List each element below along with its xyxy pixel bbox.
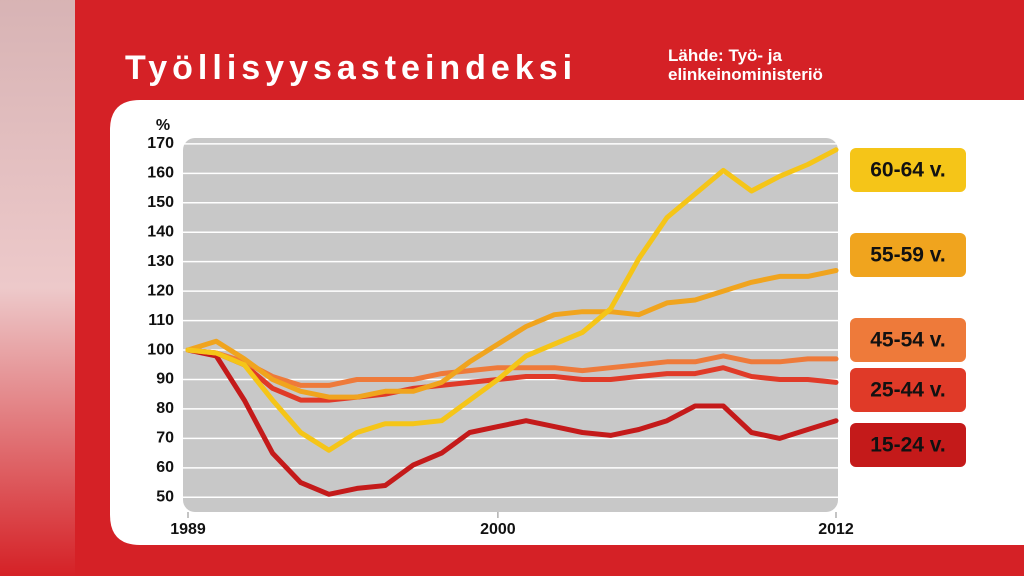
series-line: [185, 347, 839, 403]
y-tick-label: 150: [147, 194, 174, 211]
y-tick-label: 60: [156, 459, 174, 476]
legend-swatch: [850, 368, 966, 412]
chart-title: Työllisyysasteindeksi: [125, 49, 577, 87]
y-axis-label: %: [156, 117, 170, 134]
y-tick-label: 110: [148, 312, 174, 329]
y-tick-label: 50: [156, 488, 174, 505]
plot-area: [183, 138, 838, 512]
x-tick-label: 1989: [170, 521, 206, 538]
legend-label: 60-64 v.: [870, 159, 946, 182]
legend-swatch: [850, 148, 966, 192]
x-tick-label: 2012: [818, 521, 854, 538]
source-box: Lähde: Työ- ja elinkeinoministeriö: [668, 46, 823, 84]
series-line: [185, 147, 839, 453]
side-decoration: [0, 0, 75, 576]
y-tick-label: 80: [156, 400, 174, 417]
y-tick-label: 140: [147, 223, 174, 240]
legend-swatch: [850, 318, 966, 362]
header-band: [75, 0, 1024, 100]
y-tick-label: 160: [147, 165, 174, 182]
y-tick-label: 130: [147, 253, 174, 270]
y-tick-label: 120: [147, 282, 174, 299]
y-tick-label: 170: [147, 135, 174, 152]
x-tick-label: 2000: [480, 521, 516, 538]
y-tick-label: 100: [147, 341, 174, 358]
legend-label: 55-59 v.: [870, 244, 946, 267]
legend-label: 15-24 v.: [870, 434, 946, 457]
legend-swatch: [850, 233, 966, 277]
series-line: [185, 268, 839, 400]
legend-swatch: [850, 423, 966, 467]
series-line: [185, 347, 839, 497]
y-tick-label: 70: [156, 430, 174, 447]
source: Lähde: Työ- ja elinkeinoministeriö: [668, 46, 823, 84]
legend-label: 45-54 v.: [870, 329, 946, 352]
y-tick-label: 90: [156, 371, 174, 388]
legend-label: 25-44 v.: [870, 379, 946, 402]
